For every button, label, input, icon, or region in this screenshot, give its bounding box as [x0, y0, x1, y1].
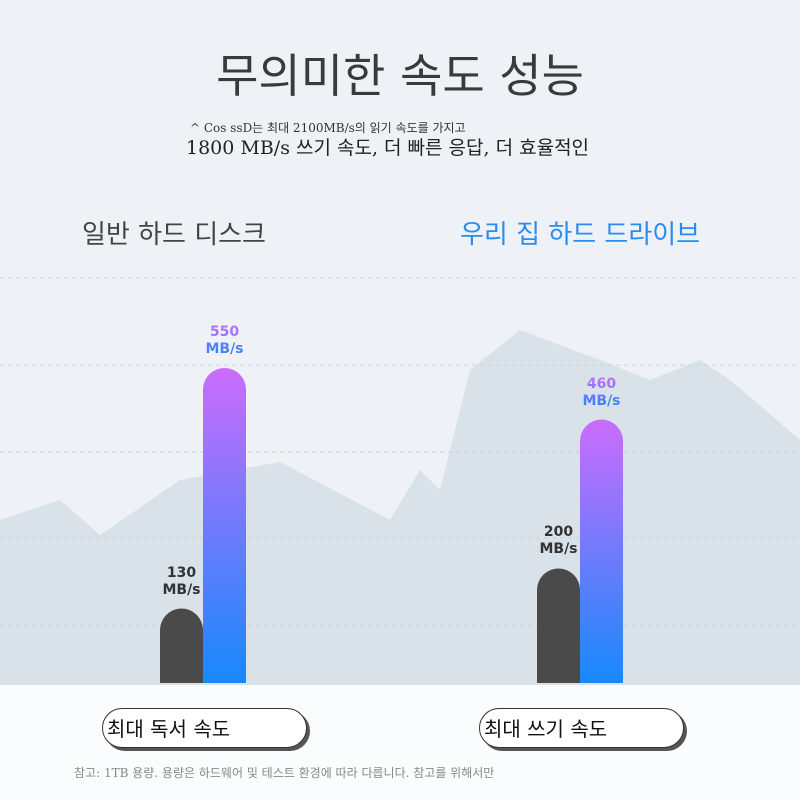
value-label: 130 MB/s	[162, 564, 201, 598]
mountains	[0, 330, 800, 685]
category-label: 우리 집 하드 드라이브	[460, 220, 701, 250]
value-label: 200 MB/s	[539, 524, 578, 558]
bar	[580, 419, 623, 683]
note: 참고: 1TB 용량. 용량은 하드웨어 및 테스트 환경에 따라 다릅니다. …	[74, 766, 495, 780]
button: 최대 쓰기 속도	[479, 708, 684, 748]
value-label: 460 MB/s	[574, 376, 630, 410]
category-label: 일반 하드 디스크	[82, 220, 266, 250]
bar	[160, 608, 203, 683]
title: 무의미한 속도 성능	[216, 49, 584, 103]
subtitle: 1800 MB/s 쓰기 속도, 더 빠른 응답, 더 효율적인	[186, 137, 590, 159]
value-label: 550 MB/s	[197, 324, 253, 358]
button: 최대 독서 속도	[102, 708, 307, 748]
bar	[537, 568, 580, 683]
subtitle: ^ Cos ssD는 최대 2100MB/s의 읽기 속도를 가지고	[190, 121, 466, 135]
gridlines	[0, 277, 800, 626]
bar	[203, 368, 246, 683]
